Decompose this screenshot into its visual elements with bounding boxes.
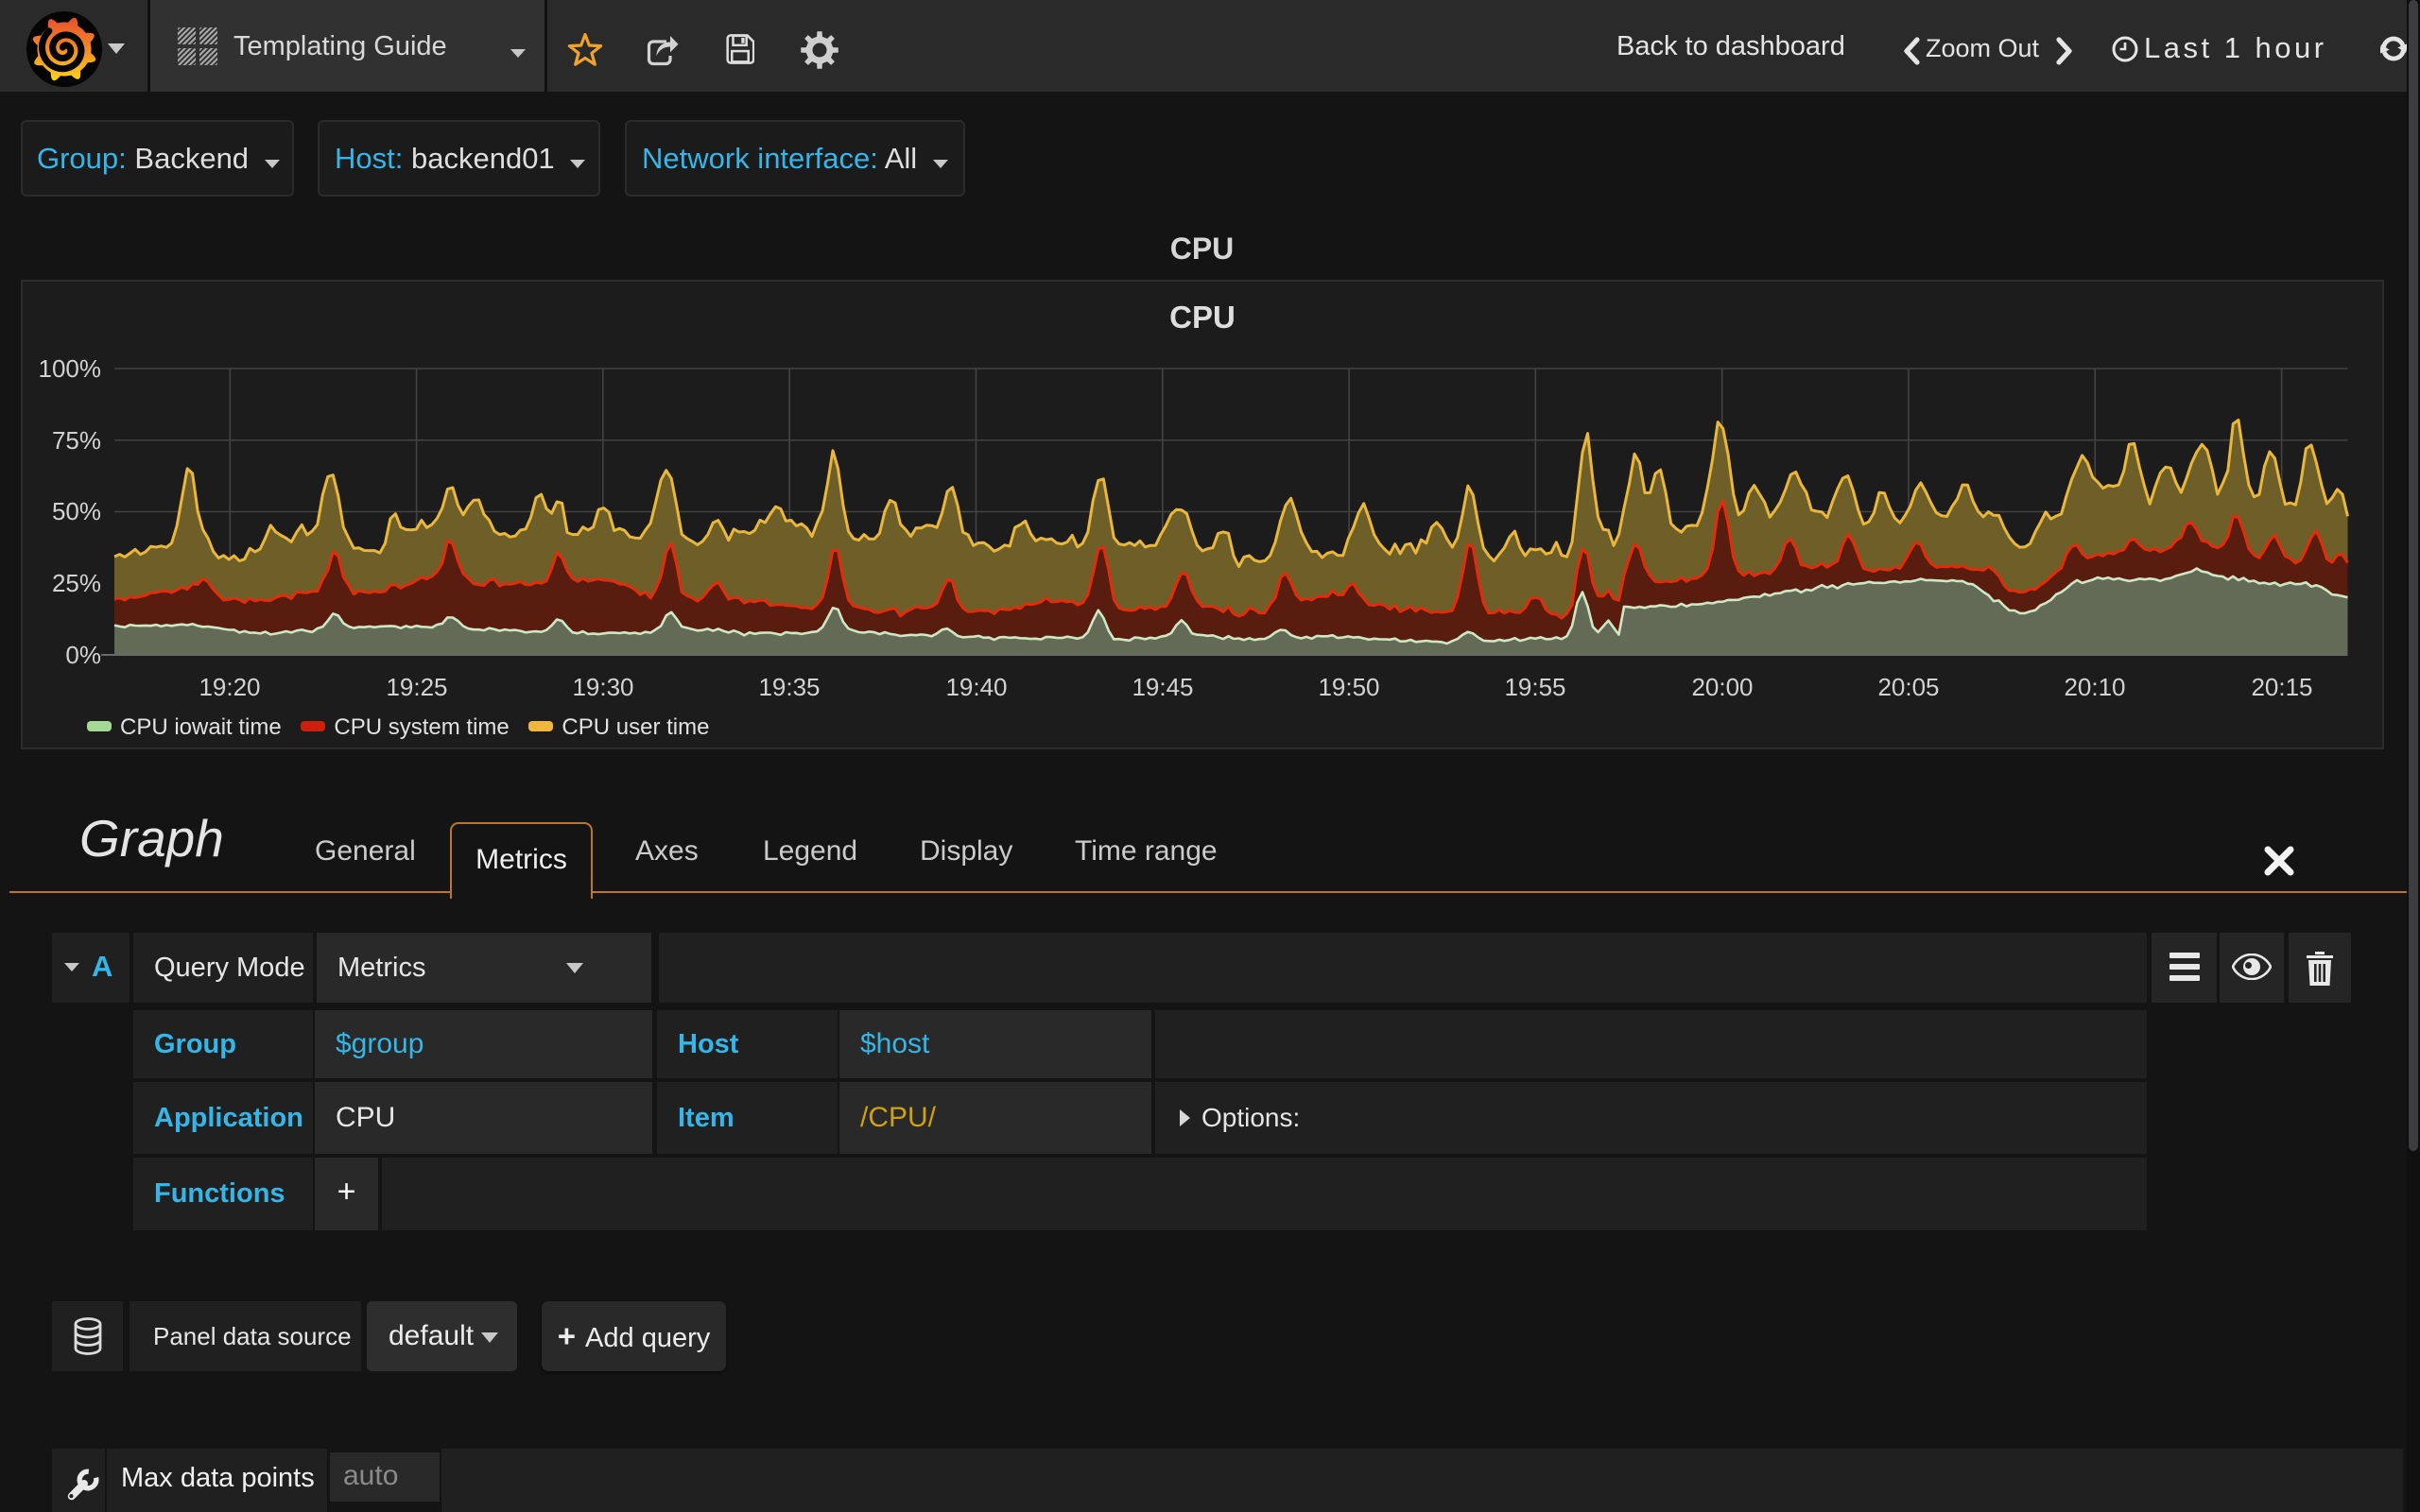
- svg-text:20:10: 20:10: [2064, 673, 2125, 701]
- svg-text:19:50: 19:50: [1318, 673, 1379, 701]
- svg-text:20:05: 20:05: [1877, 673, 1939, 701]
- svg-text:19:55: 19:55: [1504, 673, 1565, 701]
- svg-text:50%: 50%: [52, 497, 101, 525]
- svg-text:25%: 25%: [52, 569, 101, 597]
- svg-text:100%: 100%: [39, 354, 102, 383]
- svg-text:75%: 75%: [52, 426, 101, 455]
- svg-text:19:35: 19:35: [758, 673, 820, 701]
- svg-text:19:25: 19:25: [386, 673, 447, 701]
- svg-text:20:15: 20:15: [2251, 673, 2312, 701]
- svg-text:19:20: 19:20: [199, 673, 260, 701]
- svg-text:0%: 0%: [65, 641, 101, 669]
- svg-text:20:00: 20:00: [1691, 673, 1753, 701]
- svg-text:19:40: 19:40: [945, 673, 1007, 701]
- svg-text:19:30: 19:30: [572, 673, 633, 701]
- svg-text:19:45: 19:45: [1132, 673, 1193, 701]
